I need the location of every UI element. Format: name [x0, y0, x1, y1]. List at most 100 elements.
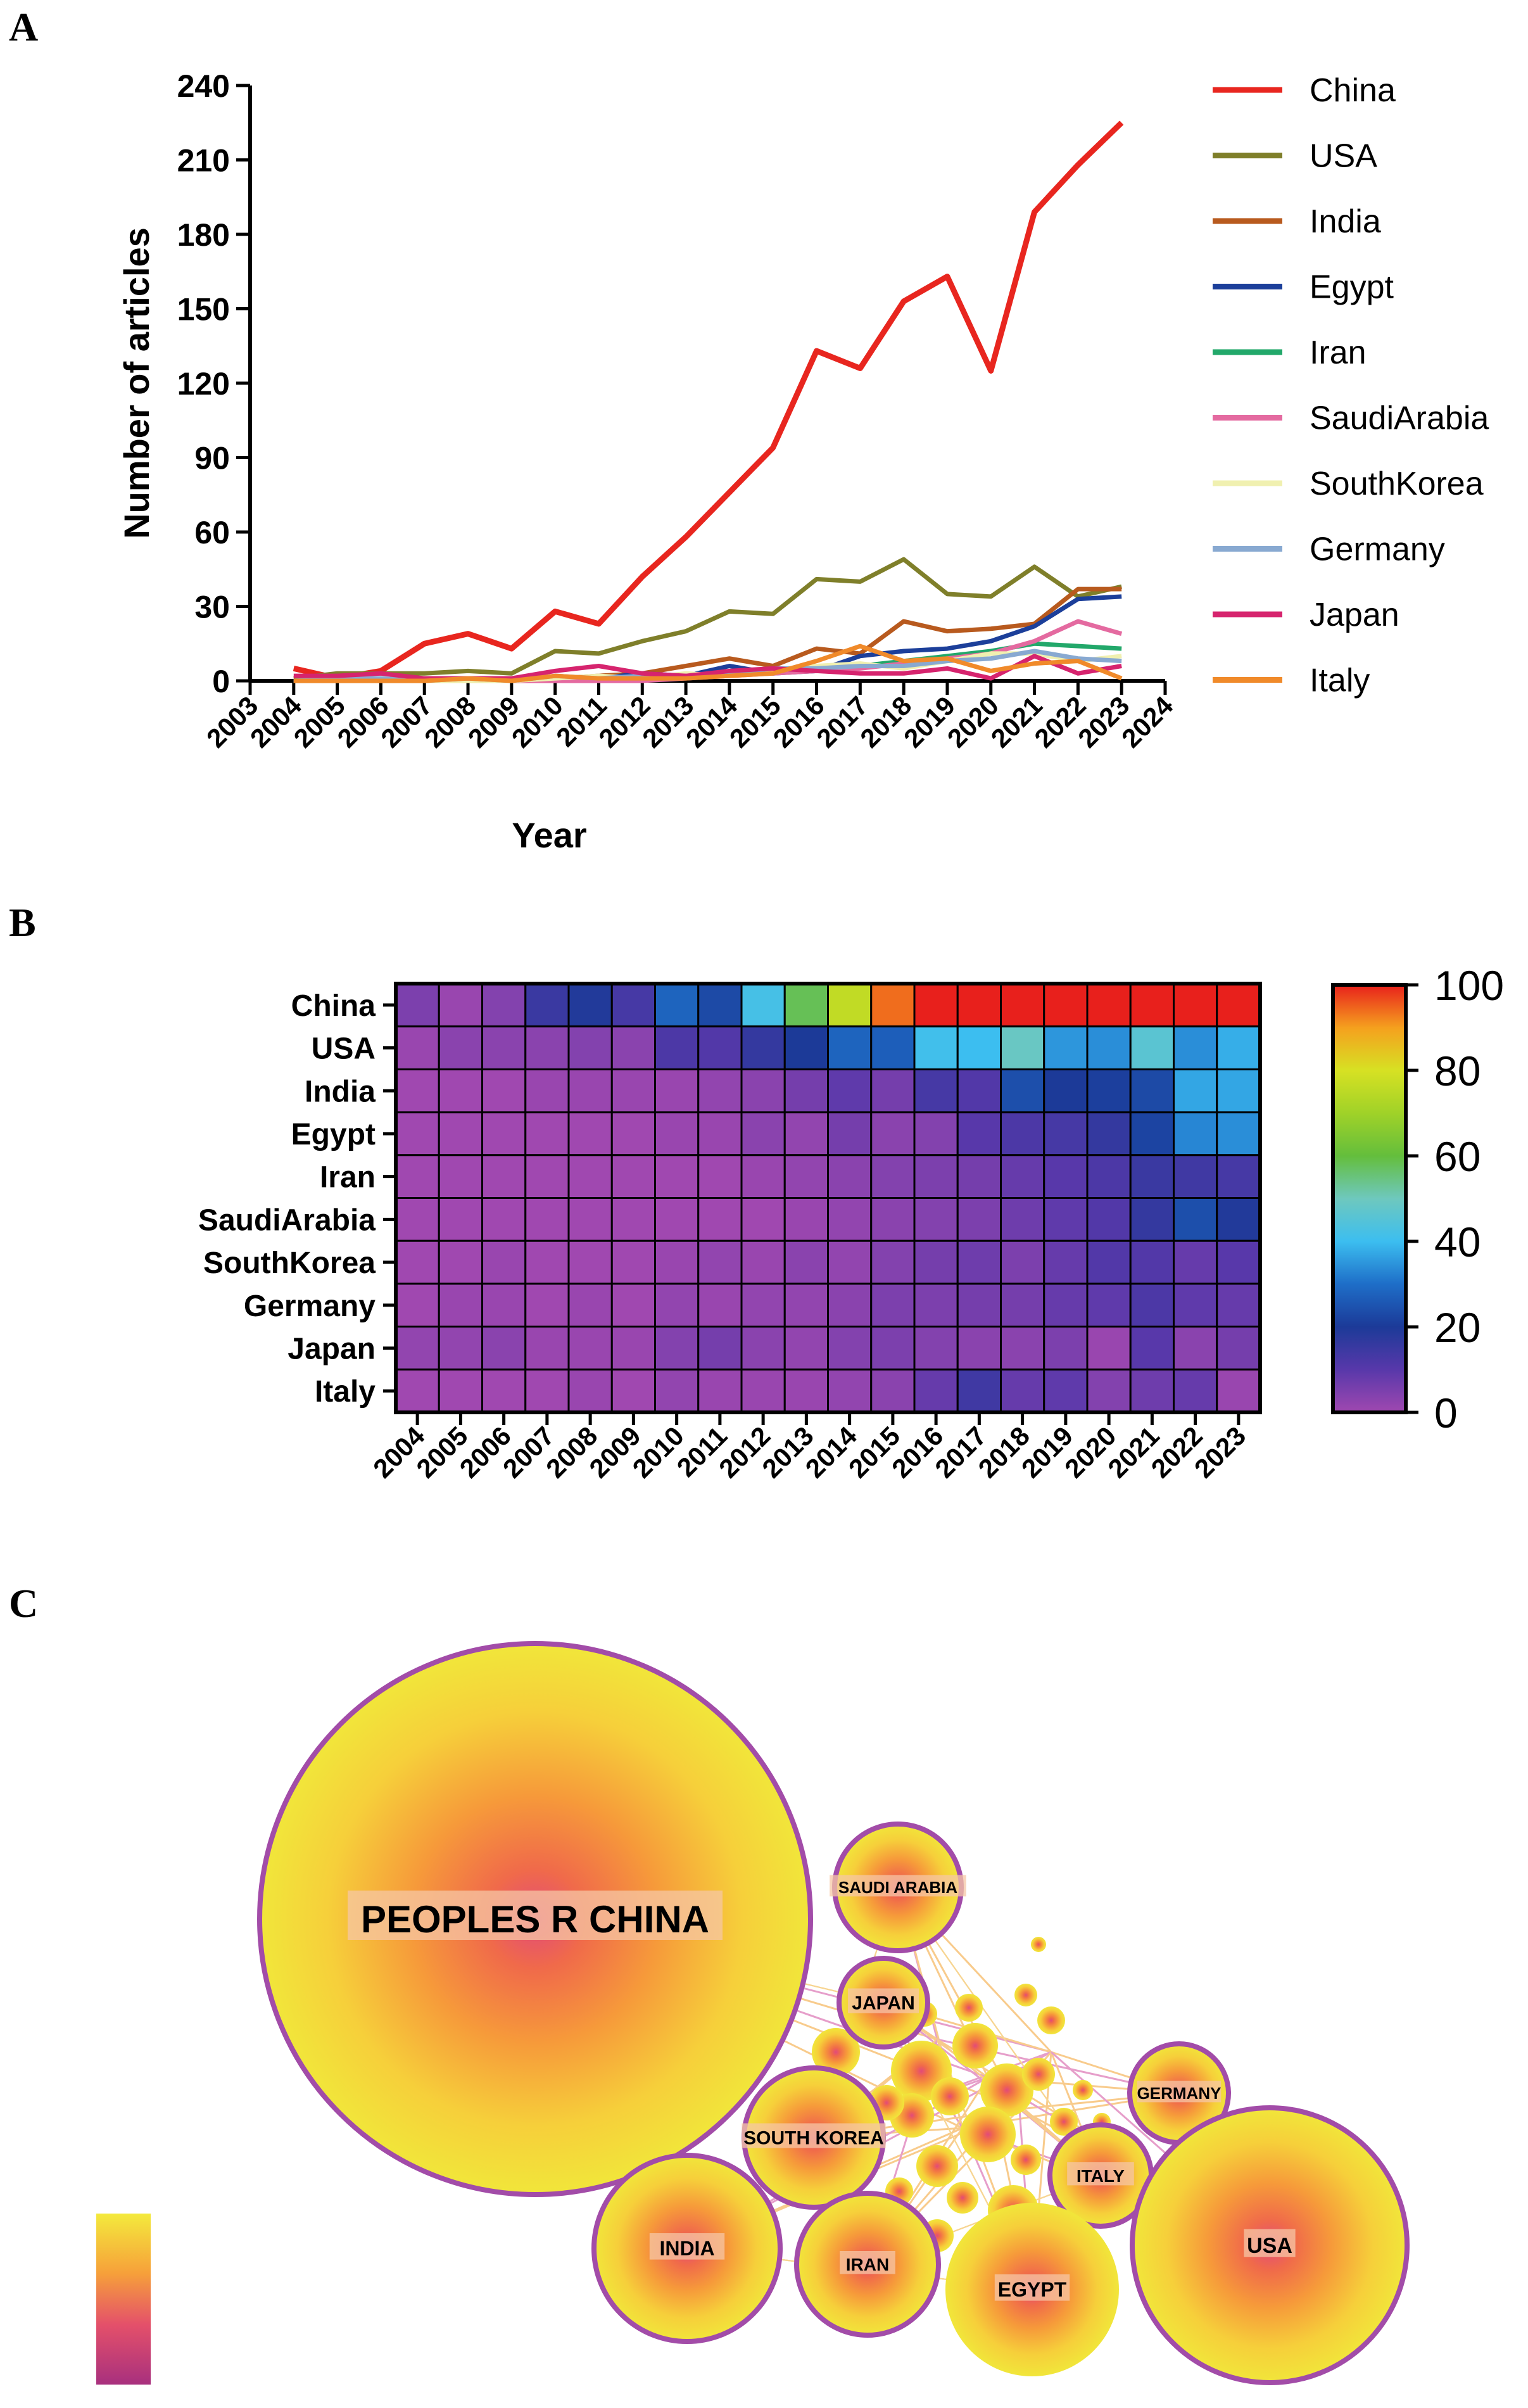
y-tick-label: 240 — [177, 68, 230, 104]
heatmap-cell-iran-2005 — [438, 1154, 483, 1199]
heatmap-cell-southkorea-2011 — [697, 1239, 743, 1285]
heatmap-cell-southkorea-2010 — [654, 1239, 700, 1285]
minor-node — [1037, 2006, 1065, 2034]
row-label: SaudiArabia — [198, 1203, 376, 1237]
heatmap-cell-egypt-2005 — [438, 1111, 483, 1156]
heatmap-cell-italy-2009 — [610, 1368, 656, 1414]
heatmap-cell-southkorea-2006 — [481, 1239, 527, 1285]
heatmap-cell-japan-2020 — [1086, 1326, 1132, 1371]
heatmap-cell-iran-2020 — [1086, 1154, 1132, 1199]
heatmap-cell-egypt-2009 — [610, 1111, 656, 1156]
heatmap-cell-iran-2017 — [956, 1154, 1002, 1199]
heatmap-cell-italy-2016 — [913, 1368, 959, 1414]
heatmap-cell-japan-2023 — [1216, 1326, 1261, 1371]
row-label: USA — [312, 1032, 376, 1066]
heatmap-cell-iran-2015 — [870, 1154, 916, 1199]
heatmap-cell-egypt-2011 — [697, 1111, 743, 1156]
heatmap-cell-china-2021 — [1129, 982, 1175, 1028]
heatmap-cell-china-2013 — [783, 982, 829, 1028]
row-label: SouthKorea — [203, 1246, 376, 1280]
heatmap-cell-usa-2007 — [524, 1025, 570, 1070]
heatmap-cell-southkorea-2016 — [913, 1239, 959, 1285]
heatmap-cell-india-2007 — [524, 1068, 570, 1113]
node-label: SOUTH KOREA — [743, 2128, 884, 2149]
heatmap-cell-saudiarabia-2015 — [870, 1197, 916, 1242]
heatmap-cell-india-2011 — [697, 1068, 743, 1113]
heatmap-cell-iran-2011 — [697, 1154, 743, 1199]
heatmap-cell-japan-2010 — [654, 1326, 700, 1371]
heatmap-cell-germany-2014 — [827, 1283, 873, 1328]
heatmap-cell-iran-2006 — [481, 1154, 527, 1199]
node-label-bg — [848, 1988, 919, 2013]
heatmap-cell-iran-2012 — [740, 1154, 786, 1199]
heatmap-cell-italy-2017 — [956, 1368, 1002, 1414]
heatmap-cell-china-2023 — [1216, 982, 1261, 1028]
heatmap-cell-italy-2022 — [1173, 1368, 1218, 1414]
heatmap-cell-usa-2013 — [783, 1025, 829, 1070]
row-label: Italy — [315, 1375, 376, 1409]
heatmap-cell-iran-2016 — [913, 1154, 959, 1199]
row-label: Japan — [287, 1332, 376, 1366]
heatmap-cell-usa-2018 — [1000, 1025, 1045, 1070]
heatmap-cell-germany-2006 — [481, 1283, 527, 1328]
heatmap-cell-egypt-2020 — [1086, 1111, 1132, 1156]
minor-node — [916, 2145, 958, 2187]
heatmap-cell-usa-2012 — [740, 1025, 786, 1070]
heatmap-cell-india-2005 — [438, 1068, 483, 1113]
heatmap-cell-southkorea-2004 — [395, 1239, 440, 1285]
heatmap-cell-egypt-2022 — [1173, 1111, 1218, 1156]
heatmap-cell-saudiarabia-2017 — [956, 1197, 1002, 1242]
heatmap-cell-saudiarabia-2022 — [1173, 1197, 1218, 1242]
legend-label: China — [1310, 72, 1396, 109]
heatmap-cell-india-2019 — [1043, 1068, 1089, 1113]
heatmap-cell-southkorea-2013 — [783, 1239, 829, 1285]
heatmap-cell-italy-2006 — [481, 1368, 527, 1414]
heatmap-cell-germany-2015 — [870, 1283, 916, 1328]
heatmap-cell-india-2015 — [870, 1068, 916, 1113]
node-label: INDIA — [659, 2237, 714, 2260]
heatmap-cell-southkorea-2015 — [870, 1239, 916, 1285]
heatmap-cell-southkorea-2005 — [438, 1239, 483, 1285]
legend-label: Italy — [1310, 662, 1370, 699]
heatmap-cell-india-2023 — [1216, 1068, 1261, 1113]
x-axis-title: Year — [512, 815, 586, 855]
heatmap-cell-usa-2019 — [1043, 1025, 1089, 1070]
row-label: China — [291, 989, 376, 1023]
heatmap-cell-saudiarabia-2018 — [1000, 1197, 1045, 1242]
node-label-bg — [994, 2274, 1070, 2301]
heatmap-cell-india-2009 — [610, 1068, 656, 1113]
heatmap-cell-usa-2021 — [1129, 1025, 1175, 1070]
heatmap-cell-japan-2018 — [1000, 1326, 1045, 1371]
panel-label-b: B — [9, 900, 36, 945]
heatmap-cell-india-2012 — [740, 1068, 786, 1113]
node-label-bg — [348, 1891, 723, 1940]
heatmap-cell-italy-2012 — [740, 1368, 786, 1414]
heatmap-cell-saudiarabia-2011 — [697, 1197, 743, 1242]
heatmap-cell-italy-2021 — [1129, 1368, 1175, 1414]
heatmap-cell-saudiarabia-2013 — [783, 1197, 829, 1242]
heatmap-cell-china-2005 — [438, 982, 483, 1028]
heatmap-cell-china-2011 — [697, 982, 743, 1028]
heatmap-cell-india-2018 — [1000, 1068, 1045, 1113]
heatmap-cell-iran-2007 — [524, 1154, 570, 1199]
colorbar-tick-label: 100 — [1434, 962, 1504, 1009]
minor-node — [812, 2028, 860, 2076]
panel-label-c: C — [9, 1581, 39, 1626]
minor-node — [955, 1994, 983, 2022]
heatmap-cell-germany-2008 — [567, 1283, 613, 1328]
heatmap-cell-germany-2010 — [654, 1283, 700, 1328]
heatmap-cell-italy-2008 — [567, 1368, 613, 1414]
heatmap-cell-southkorea-2007 — [524, 1239, 570, 1285]
heatmap-cell-saudiarabia-2004 — [395, 1197, 440, 1242]
heatmap-cell-japan-2007 — [524, 1326, 570, 1371]
heatmap-cell-japan-2009 — [610, 1326, 656, 1371]
heatmap-cell-southkorea-2023 — [1216, 1239, 1261, 1285]
colorbar — [1331, 983, 1408, 1414]
y-tick-label: 30 — [194, 590, 230, 625]
legend-label: Egypt — [1310, 269, 1394, 306]
heatmap-cell-iran-2022 — [1173, 1154, 1218, 1199]
minor-node — [952, 2023, 998, 2069]
heatmap-cell-usa-2015 — [870, 1025, 916, 1070]
minor-node — [1011, 2145, 1041, 2175]
node-label: USA — [1247, 2234, 1292, 2258]
